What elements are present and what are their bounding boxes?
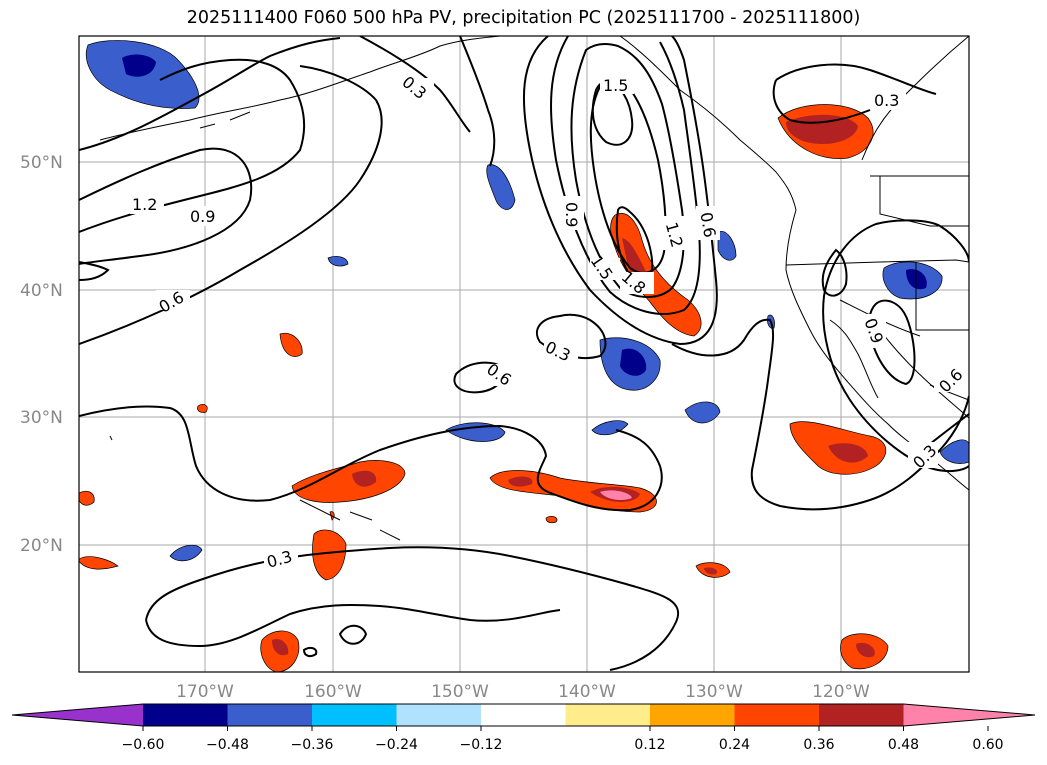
colorbar-bin <box>565 704 650 726</box>
colorbar-tick-label: −0.60 <box>122 737 165 753</box>
map-frame <box>78 35 970 673</box>
contour-east <box>775 63 937 95</box>
lat-label: 40°N <box>20 281 63 301</box>
lon-label: 150°W <box>431 682 489 702</box>
colorbar-segments <box>11 703 1036 727</box>
lon-label: 170°W <box>176 682 234 702</box>
contour-label: 1.5 <box>603 76 628 95</box>
lon-label: 130°W <box>685 682 743 702</box>
colorbar-tick-label: 0.24 <box>719 737 750 753</box>
lon-label: 120°W <box>812 682 870 702</box>
contour-label: 0.6 <box>696 211 719 239</box>
colorbar-tick-label: 0.36 <box>803 737 834 753</box>
precip-anomaly-shading <box>79 40 969 672</box>
colorbar-bin <box>143 704 228 726</box>
lat-label: 20°N <box>20 536 63 556</box>
colorbar-bin <box>650 704 735 726</box>
contour-label: 0.3 <box>874 91 899 110</box>
contour-label: 0.9 <box>562 202 581 227</box>
lat-label: 30°N <box>20 408 63 428</box>
latitude-labels: 50°N 40°N 30°N 20°N <box>20 153 63 556</box>
colorbar-tick-label: 0.48 <box>888 737 919 753</box>
pv-contours <box>79 36 969 671</box>
contour-labels: 0.3 1.5 0.3 1.2 0.9 0.6 0.9 1.2 0.6 1.5 … <box>130 72 967 572</box>
longitude-labels: 170°W 160°W 150°W 140°W 130°W 120°W <box>176 682 870 702</box>
colorbar-ticks: −0.60 −0.48 −0.36 −0.24 −0.12 0.12 0.24 0.36 0.4… <box>122 726 1004 753</box>
colorbar-tick-label: 0.60 <box>972 737 1003 753</box>
lat-label: 50°N <box>20 153 63 173</box>
colorbar-bin <box>312 704 397 726</box>
colorbar-tick-label: −0.24 <box>375 737 418 753</box>
colorbar-bin <box>481 704 566 726</box>
lon-label: 140°W <box>558 682 616 702</box>
colorbar-tick-label: −0.12 <box>460 737 503 753</box>
colorbar-bin <box>734 704 819 726</box>
graticule <box>79 36 969 672</box>
colorbar-bin <box>903 704 1035 726</box>
colorbar-tick-label: −0.48 <box>206 737 249 753</box>
colorbar-bin <box>396 704 481 726</box>
colorbar-tick-label: −0.36 <box>291 737 334 753</box>
contour-pv-main-trough <box>523 36 718 346</box>
colorbar-tick-label: 0.12 <box>634 737 665 753</box>
contour-0.3-south <box>79 405 663 512</box>
contour-0.3-north <box>79 37 341 151</box>
contour-label: 0.9 <box>190 207 215 226</box>
lon-label: 160°W <box>304 682 362 702</box>
colorbar-bin <box>227 704 312 726</box>
colorbar-bin <box>12 704 143 726</box>
colorbar-bin <box>819 704 904 726</box>
pos-band-center <box>610 213 702 337</box>
plot-title: 2025111400 F060 500 hPa PV, precipitatio… <box>186 8 861 28</box>
contour-label: 1.2 <box>132 195 157 214</box>
